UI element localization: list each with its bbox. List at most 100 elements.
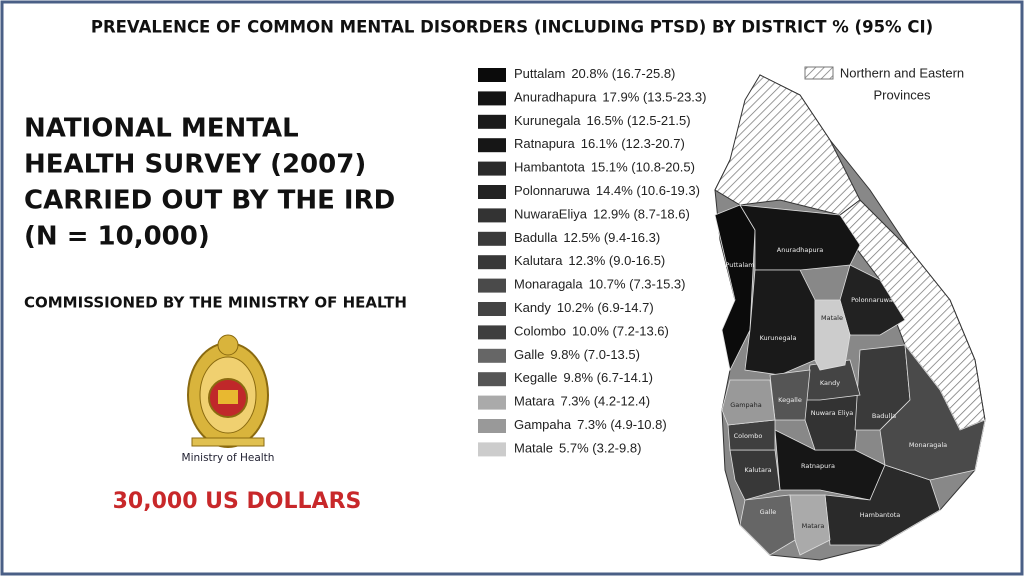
legend-item: Ratnapura 16.1% (12.3-20.7) <box>514 137 685 152</box>
legend-swatch <box>478 325 506 340</box>
legend-stat: 15.1% (10.8-20.5) <box>591 160 695 175</box>
district <box>804 394 861 451</box>
legend-swatch <box>478 278 506 293</box>
commissioned: COMMISSIONED BY THE MINISTRY OF HEALTH <box>24 294 407 312</box>
district-label: Kandy <box>820 379 840 387</box>
legend-stat: 16.1% (12.3-20.7) <box>581 137 685 152</box>
legend-swatch <box>478 208 506 223</box>
legend-swatch <box>478 442 506 457</box>
legend-item: Matara 7.3% (4.2-12.4) <box>514 394 650 409</box>
legend-stat: 7.3% (4.9-10.8) <box>577 417 667 432</box>
heading-line: HEALTH SURVEY (2007) <box>24 150 366 180</box>
legend-swatch <box>478 138 506 153</box>
legend-item: Anuradhapura 17.9% (13.5-23.3) <box>514 90 706 105</box>
legend-item: Badulla 12.5% (9.4-16.3) <box>514 230 660 245</box>
legend-name: Puttalam <box>514 66 565 81</box>
district-label: Anuradhapura <box>777 246 823 254</box>
legend-name: Ratnapura <box>514 137 575 152</box>
cost: 30,000 US DOLLARS <box>113 489 362 514</box>
logo-caption: Ministry of Health <box>182 452 275 464</box>
district <box>814 299 851 371</box>
legend-swatch <box>478 302 506 316</box>
legend-item: Kandy 10.2% (6.9-14.7) <box>514 300 654 315</box>
district <box>721 379 776 426</box>
legend-stat: 12.9% (8.7-18.6) <box>593 207 690 222</box>
legend-item: Kegalle 9.8% (6.7-14.1) <box>514 371 653 386</box>
legend-swatch <box>478 348 506 363</box>
legend-name: Gampaha <box>514 417 572 432</box>
logo <box>187 334 269 448</box>
legend-name: Polonnaruwa <box>514 183 591 198</box>
district-label: Kurunegala <box>760 334 797 342</box>
legend-item: Kalutara 12.3% (9.0-16.5) <box>514 254 665 269</box>
title: PREVALENCE OF COMMON MENTAL DISORDERS (I… <box>91 18 933 37</box>
legend-swatch <box>478 91 506 106</box>
map: Puttalam Anuradhapura Kurunegala Ratnapura H… <box>714 74 986 561</box>
district-label: Kegalle <box>778 396 802 404</box>
district <box>789 494 831 556</box>
district-label: Gampaha <box>730 401 762 409</box>
district <box>879 343 986 481</box>
legend-name: Kurunegala <box>514 113 581 128</box>
legend-name: Hambantota <box>514 160 586 175</box>
legend-stat: 20.8% (16.7-25.8) <box>571 66 675 81</box>
district-label: Kalutara <box>744 466 771 474</box>
legend-name: Galle <box>514 347 544 362</box>
legend-item: NuwaraEliya 12.9% (8.7-18.6) <box>514 207 690 222</box>
legend-stat: 10.0% (7.2-13.6) <box>572 324 669 339</box>
district <box>739 204 861 271</box>
legend-stat: 12.3% (9.0-16.5) <box>568 254 665 269</box>
district-label: Matale <box>821 314 843 322</box>
legend-name: Matale <box>514 441 553 456</box>
legend-item: Matale 5.7% (3.2-9.8) <box>514 441 641 456</box>
district-label: Ratnapura <box>801 462 835 470</box>
hatch-label: Provinces <box>873 87 931 102</box>
legend-swatch <box>478 68 506 82</box>
legend-stat: 10.2% (6.9-14.7) <box>557 300 654 315</box>
legend-swatch <box>478 161 506 176</box>
legend-stat: 9.8% (6.7-14.1) <box>563 371 653 386</box>
legend-item: Galle 9.8% (7.0-13.5) <box>514 347 640 362</box>
legend-swatch <box>478 395 506 410</box>
district-label: Hambantota <box>860 511 901 519</box>
legend-stat: 12.5% (9.4-16.3) <box>563 230 660 245</box>
legend-name: Kalutara <box>514 254 563 269</box>
legend-name: Badulla <box>514 230 558 245</box>
district <box>744 269 816 376</box>
legend-swatch <box>478 372 506 387</box>
district-label: Polonnaruwa <box>851 296 893 304</box>
legend-stat: 17.9% (13.5-23.3) <box>602 90 706 105</box>
legend-stat: 7.3% (4.2-12.4) <box>560 394 650 409</box>
legend-name: Kegalle <box>514 371 557 386</box>
legend-stat: 16.5% (12.5-21.5) <box>587 113 691 128</box>
legend-item: Kurunegala 16.5% (12.5-21.5) <box>514 113 691 128</box>
legend-item: Puttalam 20.8% (16.7-25.8) <box>514 66 675 81</box>
legend-stat: 9.8% (7.0-13.5) <box>550 347 640 362</box>
legend-name: Matara <box>514 394 555 409</box>
legend-swatch <box>478 255 506 270</box>
legend-name: Anuradhapura <box>514 90 597 105</box>
hatch-label: Northern and Eastern <box>840 65 964 80</box>
legend-stat: 5.7% (3.2-9.8) <box>559 441 641 456</box>
district <box>769 369 811 421</box>
legend-name: Colombo <box>514 324 566 339</box>
legend-item: Polonnaruwa 14.4% (10.6-19.3) <box>514 183 700 198</box>
district-label: Galle <box>760 508 777 516</box>
legend-swatch <box>478 419 506 433</box>
legend-stat: 10.7% (7.3-15.3) <box>589 277 686 292</box>
district-label: Monaragala <box>909 441 947 449</box>
legend-item: Hambantota 15.1% (10.8-20.5) <box>514 160 695 175</box>
legend: Puttalam 20.8% (16.7-25.8) Anuradhapura 17.… <box>478 66 706 457</box>
legend-swatch <box>478 114 506 129</box>
legend-swatch <box>478 231 506 246</box>
legend-stat: 14.4% (10.6-19.3) <box>596 183 700 198</box>
legend-item: Colombo 10.0% (7.2-13.6) <box>514 324 669 339</box>
district <box>824 464 941 546</box>
heading-line: (N = 10,000) <box>24 222 210 252</box>
legend-name: Monaragala <box>514 277 583 292</box>
district-label: Nuwara Eliya <box>811 409 854 417</box>
district-label: Matara <box>802 522 825 530</box>
heading: NATIONAL MENTAL HEALTH SURVEY (2007) CARRI… <box>24 114 395 252</box>
legend-name: Kandy <box>514 300 551 315</box>
